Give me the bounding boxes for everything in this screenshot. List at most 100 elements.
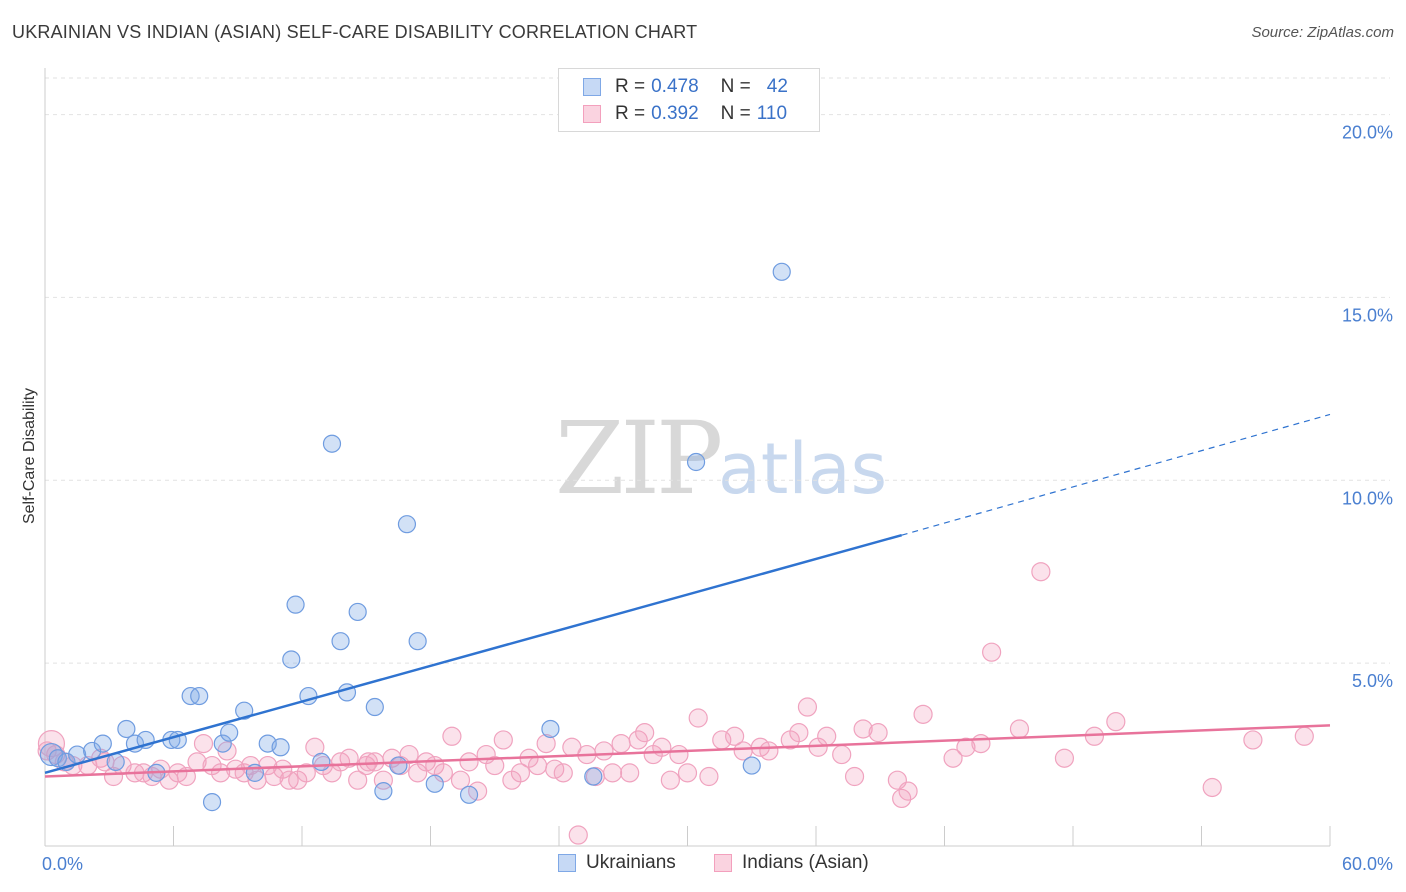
y-tick-label: 5.0% [1352,671,1393,691]
indian-point [635,723,655,743]
indian-points [37,562,1314,845]
ukrainian-point [286,595,305,614]
indian-point [442,726,462,746]
indian-point [611,733,631,754]
indian-point [348,770,368,790]
legend-r-label: R = [615,76,646,97]
source-label: Source: ZipAtlas.com [1251,24,1394,41]
indian-point [1202,777,1222,798]
indian-point [832,744,852,765]
ukrainian-point [374,782,393,801]
bottom-legend-label: Indians (Asian) [742,852,869,873]
correlation-legend: R = 0.478 N = 42 R = 0.392 N = 110 [558,68,820,132]
indian-point [789,723,809,743]
legend-row-ukrainians: R = 0.478 N = 42 [583,75,788,99]
legend-n-value: 110 [756,103,788,124]
indian-point [956,737,976,757]
indian-point [1009,719,1030,739]
indian-point [1106,712,1126,732]
ukrainian-point [68,745,87,764]
indian-point [553,763,573,783]
axes [44,68,1331,847]
indian-point [669,744,689,765]
ukrainian-point [213,734,232,753]
indian-point [660,770,680,790]
indian-point [688,708,708,728]
x-tick-label: 60.0% [1342,854,1393,874]
indian-point [536,733,556,754]
gridlines [45,77,1390,664]
legend-n-label: N = [720,103,751,124]
bottom-legend-swatch-indians [714,854,732,872]
ukrainian-point [742,756,761,775]
legend-n-label: N = [720,76,751,97]
y-tick-label: 20.0% [1342,123,1393,143]
indian-point [193,733,214,754]
indian-point [1084,726,1105,746]
legend-swatch-indians [583,105,601,123]
y-tick-label: 15.0% [1342,305,1393,325]
bottom-legend-ukrainians: Ukrainians [558,852,676,874]
ukrainian-point [584,767,603,786]
indian-point [273,759,293,779]
indian-point [373,770,393,790]
indian-point [817,726,837,746]
indian-point [594,741,614,761]
indian-point [468,781,488,801]
ukrainian-point [93,734,112,753]
indian-point [725,726,745,746]
ukrainian-point [459,785,479,804]
indian-point [450,770,471,790]
indian-point [628,730,648,750]
indian-point [677,763,698,783]
indian-point [1243,730,1263,750]
ukrainian-point [365,697,384,717]
indian-point [913,704,933,724]
watermark-atlas: atlas [718,428,888,510]
ukrainian-point [389,756,408,775]
indian-point [699,766,719,787]
ukrainian-point [312,752,331,771]
indian-point [620,763,640,783]
indian-point [568,825,588,845]
indian-point [844,766,865,787]
indian-point [485,755,505,776]
legend-swatch-ukrainians [583,78,601,96]
indian-point [358,752,378,772]
indian-point [510,763,531,783]
legend-row-indians: R = 0.392 N = 110 [583,102,787,126]
indian-point [37,741,57,761]
legend-r-value: 0.478 [651,76,699,97]
ukrainian-point [772,262,791,281]
indian-trend-line [44,724,1331,778]
ukrainian-point [686,452,706,472]
ukrainian-point [397,515,417,534]
bottom-legend-label: Ukrainians [586,852,676,873]
ukrainian-trend-extension [901,413,1331,536]
indian-point [493,730,513,750]
ukrainian-point [541,719,560,739]
y-axis-label: Self-Care Disability [21,388,38,524]
indian-point [868,723,888,743]
ukrainian-point [425,774,444,793]
indian-point [602,763,623,783]
legend-r-value: 0.392 [651,103,699,124]
x-tick-label: 0.0% [42,854,83,874]
tick-labels: 5.0% 10.0% 15.0% 20.0% 0.0% 60.0% Self-Care Di… [21,123,1393,874]
ukrainian-points [39,262,791,812]
indian-point [1294,726,1314,746]
ukrainian-point [235,701,254,720]
indian-point [943,748,963,768]
trend-lines [44,413,1331,778]
indian-point [797,697,818,717]
ukrainian-point [271,738,290,757]
watermark-zip: ZIP [555,400,723,517]
indian-point [759,741,779,761]
indian-point [459,752,479,772]
indian-point [1031,562,1051,582]
ukrainian-point [348,602,367,622]
indian-point [339,748,359,768]
ukrainian-point [202,793,222,812]
indian-point [652,737,672,757]
